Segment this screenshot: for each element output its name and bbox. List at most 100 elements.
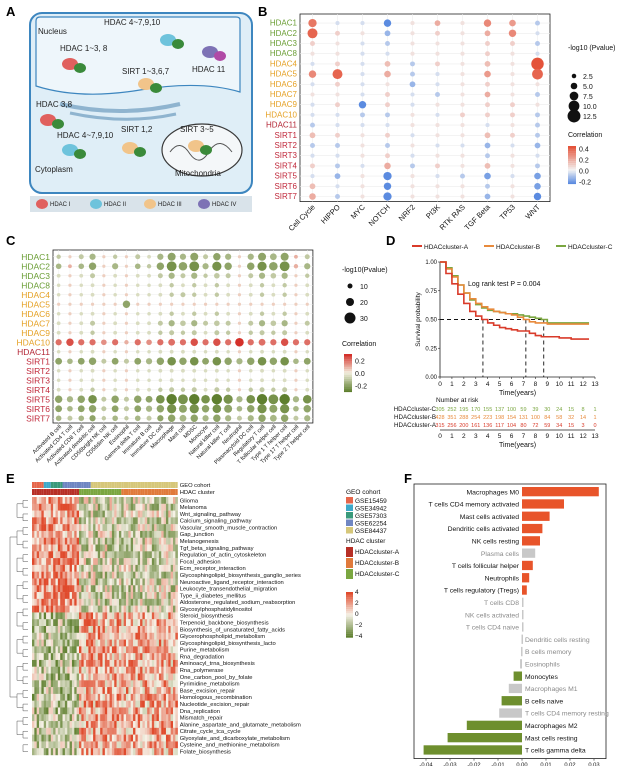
dot — [136, 378, 140, 382]
heat-cell — [133, 727, 136, 735]
row-label: Vascular_smooth_muscle_contraction — [180, 525, 278, 531]
heat-cell — [142, 578, 145, 586]
dot — [113, 387, 118, 392]
dot — [435, 174, 440, 179]
heat-cell — [90, 748, 94, 756]
dot — [310, 122, 315, 128]
heat-cell — [156, 673, 160, 681]
cluster-track-cell — [158, 489, 162, 495]
heat-cell — [156, 741, 160, 749]
heat-cell — [46, 693, 49, 701]
heat-cell — [116, 646, 120, 654]
heat-cell — [149, 666, 153, 674]
dot — [484, 163, 491, 169]
heat-cell — [135, 503, 138, 511]
x-tick-label: PI3K — [424, 203, 442, 221]
heat-cell — [36, 619, 40, 627]
cluster-track-cell — [154, 489, 157, 495]
heat-cell — [41, 714, 44, 722]
heat-cell — [111, 558, 115, 566]
heat-cell — [83, 626, 87, 633]
heat-cell — [83, 721, 87, 729]
row-label: Cysteine_and_methionine_metabolism — [180, 743, 280, 749]
heat-cell — [46, 741, 49, 749]
heat-cell — [55, 497, 59, 504]
geo-track-cell — [173, 482, 176, 488]
heat-cell — [97, 741, 101, 749]
heat-cell — [34, 693, 37, 701]
color-legend-swatch — [344, 354, 352, 356]
protein-sirt-nuc-icon — [138, 78, 162, 93]
dot — [158, 349, 163, 354]
heat-cell — [93, 571, 96, 579]
dot — [225, 330, 231, 335]
heat-cell — [161, 632, 164, 640]
heat-cell — [114, 700, 117, 708]
heat-cell — [140, 605, 143, 613]
dot — [236, 396, 243, 403]
heat-cell — [48, 524, 51, 532]
row-label: Citrate_cycle_tca_cycle — [180, 729, 241, 735]
heat-cell — [135, 741, 138, 749]
heat-cell — [97, 510, 101, 518]
heat-cell — [163, 632, 167, 640]
heat-cell — [144, 741, 148, 749]
geo-legend-label: GSE84437 — [355, 528, 387, 535]
heat-cell — [111, 503, 115, 511]
heat-cell — [43, 564, 47, 572]
heat-cell — [163, 598, 167, 606]
geo-track-cell — [83, 482, 87, 488]
heat-cell — [88, 632, 91, 640]
heat-cell — [126, 503, 129, 511]
dot — [269, 261, 278, 271]
heat-cell — [88, 639, 91, 647]
dot — [101, 396, 107, 402]
heat-cell — [32, 666, 35, 674]
dot — [56, 293, 61, 297]
heat-cell — [32, 598, 35, 606]
cluster-track-cell — [43, 489, 47, 495]
heat-cell — [69, 626, 73, 633]
dot — [237, 331, 242, 335]
heat-cell — [79, 734, 82, 742]
dot — [56, 378, 61, 382]
heat-cell — [156, 659, 160, 667]
heat-cell — [50, 707, 54, 715]
geo-track-cell — [161, 482, 164, 488]
heat-cell — [32, 592, 35, 600]
heat-cell — [107, 592, 110, 600]
heat-cell — [123, 646, 127, 654]
dot — [310, 102, 315, 107]
heat-cell — [36, 680, 40, 688]
dot — [135, 273, 140, 278]
heat-cell — [161, 626, 164, 633]
heat-cell — [126, 537, 129, 545]
heat-cell — [170, 646, 174, 654]
heat-cell — [64, 524, 68, 532]
heat-cell — [114, 741, 117, 749]
heat-cell — [140, 585, 143, 593]
dot — [89, 415, 96, 422]
heat-cell — [104, 510, 108, 518]
heat-cell — [140, 687, 143, 695]
dot — [113, 302, 117, 306]
risk-x-tick: 7 — [522, 433, 526, 440]
heat-cell — [147, 700, 150, 708]
heat-cell — [137, 673, 141, 681]
heat-cell — [165, 646, 169, 654]
geo-track-cell — [62, 482, 65, 488]
heat-cell — [114, 714, 117, 722]
row-label: Glioma — [180, 498, 199, 504]
dot — [510, 92, 515, 97]
heat-cell — [79, 727, 82, 735]
heat-cell — [126, 544, 129, 552]
group-sirt1-2: SIRT 1,2 — [121, 125, 153, 134]
heat-cell — [133, 714, 136, 722]
heat-cell — [161, 517, 164, 525]
dot — [282, 292, 287, 297]
heat-cell — [83, 619, 87, 627]
heat-cell — [121, 578, 124, 586]
heat-cell — [74, 612, 77, 620]
heat-cell — [36, 612, 40, 620]
heat-cell — [161, 510, 164, 518]
